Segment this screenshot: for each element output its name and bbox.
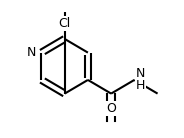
Text: N: N <box>27 46 36 59</box>
Text: O: O <box>106 102 116 116</box>
Text: Cl: Cl <box>59 17 71 30</box>
Text: N
H: N H <box>136 67 145 92</box>
